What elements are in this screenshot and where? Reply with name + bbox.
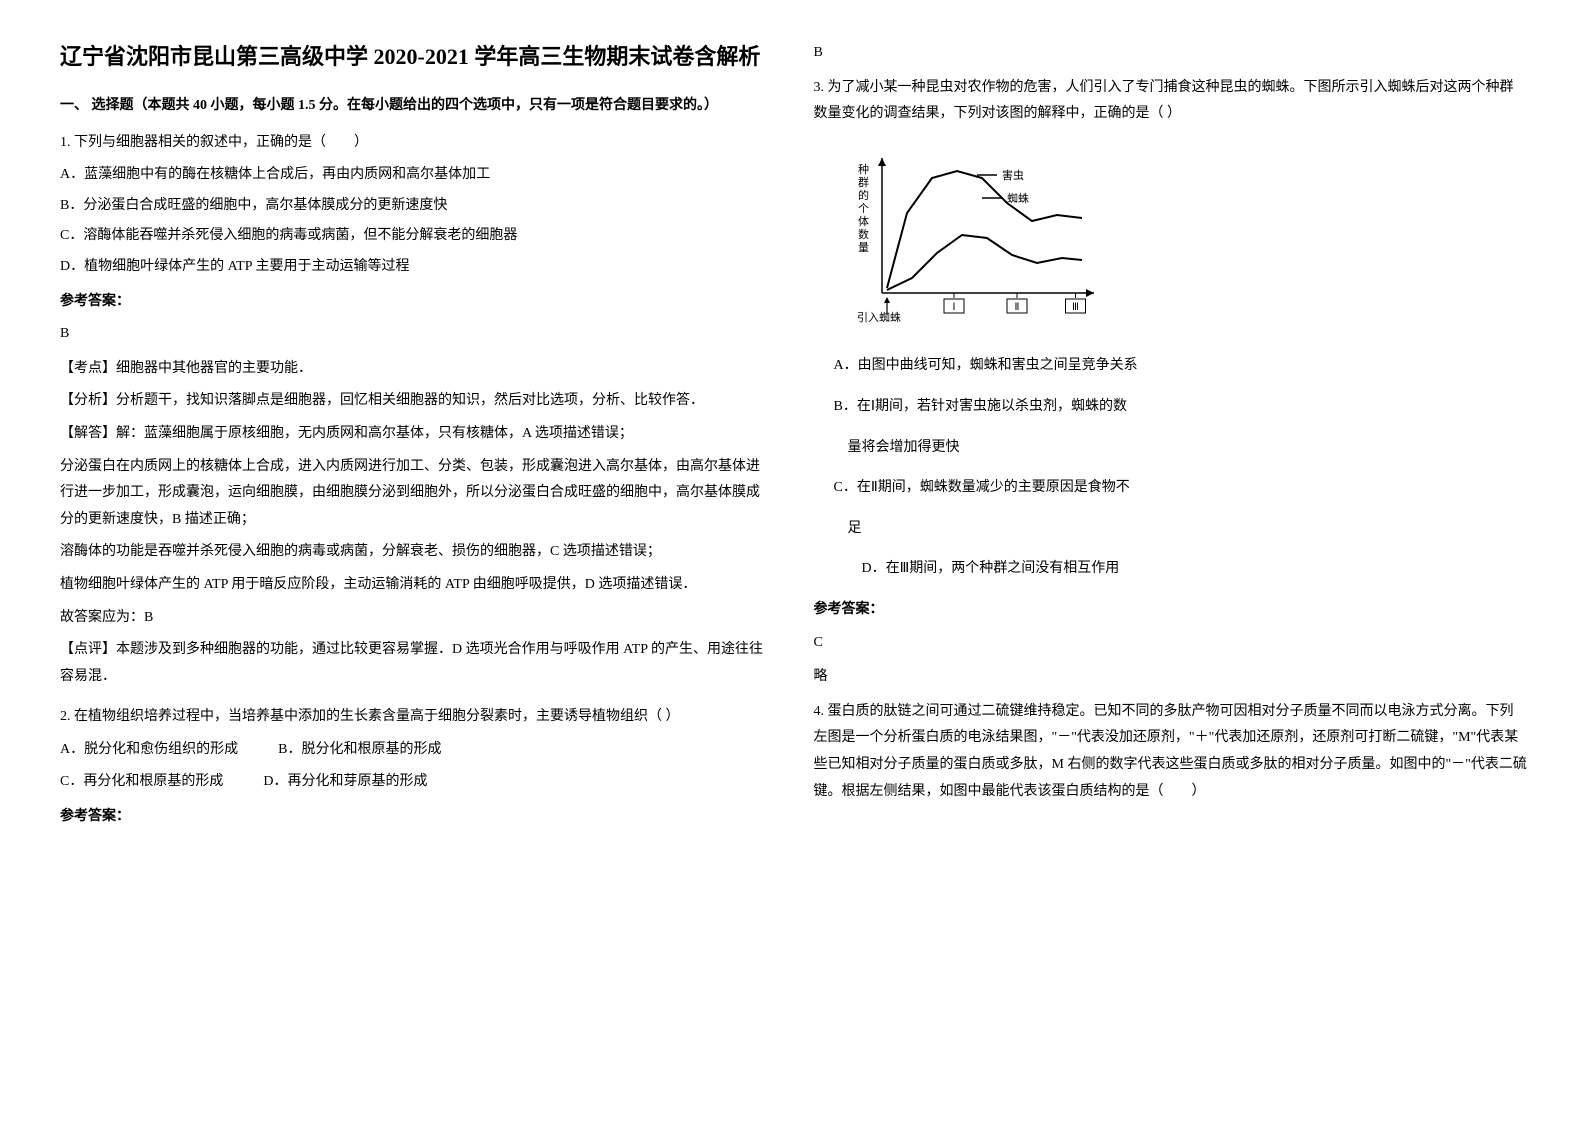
q1-analysis-5: 溶酶体的功能是吞噬并杀死侵入细胞的病毒或病菌，分解衰老、损伤的细胞器，C 选项描… xyxy=(60,539,774,566)
q1-option-a: A．蓝藻细胞中有的酶在核糖体上合成后，再由内质网和高尔基体加工 xyxy=(60,162,774,189)
q3-answer-label: 参考答案： xyxy=(814,597,1528,624)
q2-option-a: A．脱分化和愈伤组织的形成 xyxy=(60,737,238,764)
q2-options-row-1: A．脱分化和愈伤组织的形成 B．脱分化和根原基的形成 xyxy=(60,737,774,764)
q1-option-b: B．分泌蛋白合成旺盛的细胞中，高尔基体膜成分的更新速度快 xyxy=(60,193,774,220)
q3-option-b-cont: 量将会增加得更快 xyxy=(814,435,1528,462)
svg-text:Ⅲ: Ⅲ xyxy=(1072,302,1079,313)
svg-text:蜘蛛: 蜘蛛 xyxy=(1007,191,1029,205)
q3-chart: 种群的个体数量 害虫蜘蛛 Ⅰ Ⅱ Ⅲ 引入蜘蛛 xyxy=(844,143,1528,334)
q1-stem: 1. 下列与细胞器相关的叙述中，正确的是（ ） xyxy=(60,130,774,157)
q4-stem: 4. 蛋白质的肽链之间可通过二硫键维持稳定。已知不同的多肽产物可因相对分子质量不… xyxy=(814,699,1528,805)
svg-text:群: 群 xyxy=(858,175,869,189)
q1-analysis-3: 【解答】解：蓝藻细胞属于原核细胞，无内质网和高尔基体，只有核糖体，A 选项描述错… xyxy=(60,421,774,448)
svg-text:害虫: 害虫 xyxy=(1002,168,1024,182)
q1-analysis-6: 植物细胞叶绿体产生的 ATP 用于暗反应阶段，主动运输消耗的 ATP 由细胞呼吸… xyxy=(60,572,774,599)
q1-analysis-4: 分泌蛋白在内质网上的核糖体上合成，进入内质网进行加工、分类、包装，形成囊泡进入高… xyxy=(60,454,774,534)
section-1-header: 一、 选择题（本题共 40 小题，每小题 1.5 分。在每小题给出的四个选项中，… xyxy=(60,93,774,120)
svg-text:Ⅰ: Ⅰ xyxy=(952,302,955,313)
q2-option-b: B．脱分化和根原基的形成 xyxy=(278,737,441,764)
q2-answer: B xyxy=(814,40,1528,67)
q2-options-row-2: C．再分化和根原基的形成 D．再分化和芽原基的形成 xyxy=(60,769,774,796)
q2-answer-label: 参考答案： xyxy=(60,804,774,831)
q1-option-d: D．植物细胞叶绿体产生的 ATP 主要用于主动运输等过程 xyxy=(60,254,774,281)
q1-analysis-1: 【考点】细胞器中其他器官的主要功能． xyxy=(60,356,774,383)
q1-answer-label: 参考答案： xyxy=(60,289,774,316)
right-column: B 3. 为了减小某一种昆虫对农作物的危害，人们引入了专门捕食这种昆虫的蜘蛛。下… xyxy=(814,40,1528,837)
svg-text:引入蜘蛛: 引入蜘蛛 xyxy=(857,310,901,323)
q1-option-c: C．溶酶体能吞噬并杀死侵入细胞的病毒或病菌，但不能分解衰老的细胞器 xyxy=(60,223,774,250)
svg-text:体: 体 xyxy=(858,214,869,228)
svg-text:的: 的 xyxy=(858,188,869,202)
q1-answer: B xyxy=(60,321,774,348)
q2-stem: 2. 在植物组织培养过程中，当培养基中添加的生长素含量高于细胞分裂素时，主要诱导… xyxy=(60,704,774,731)
svg-text:数: 数 xyxy=(858,228,869,241)
q3-answer-note: 略 xyxy=(814,664,1528,691)
q3-option-b: B．在Ⅰ期间，若针对害虫施以杀虫剂，蜘蛛的数 xyxy=(814,394,1528,421)
population-chart-svg: 种群的个体数量 害虫蜘蛛 Ⅰ Ⅱ Ⅲ 引入蜘蛛 xyxy=(844,143,1104,323)
svg-text:个: 个 xyxy=(858,202,869,215)
q2-option-c: C．再分化和根原基的形成 xyxy=(60,769,223,796)
q3-answer: C xyxy=(814,630,1528,657)
q2-option-d: D．再分化和芽原基的形成 xyxy=(263,769,427,796)
q3-option-a: A．由图中曲线可知，蜘蛛和害虫之间呈竞争关系 xyxy=(814,353,1528,380)
svg-text:种: 种 xyxy=(858,162,869,176)
q3-stem: 3. 为了减小某一种昆虫对农作物的危害，人们引入了专门捕食这种昆虫的蜘蛛。下图所… xyxy=(814,75,1528,128)
q3-option-c-cont: 足 xyxy=(814,516,1528,543)
q3-option-c: C．在Ⅱ期间，蜘蛛数量减少的主要原因是食物不 xyxy=(814,475,1528,502)
exam-title: 辽宁省沈阳市昆山第三高级中学 2020-2021 学年高三生物期末试卷含解析 xyxy=(60,40,774,73)
svg-text:Ⅱ: Ⅱ xyxy=(1014,302,1019,313)
q1-analysis-7: 故答案应为：B xyxy=(60,605,774,632)
q3-option-d: D．在Ⅲ期间，两个种群之间没有相互作用 xyxy=(814,556,1528,583)
q1-analysis-2: 【分析】分析题干，找知识落脚点是细胞器，回忆相关细胞器的知识，然后对比选项，分析… xyxy=(60,388,774,415)
svg-text:量: 量 xyxy=(858,241,869,254)
left-column: 辽宁省沈阳市昆山第三高级中学 2020-2021 学年高三生物期末试卷含解析 一… xyxy=(60,40,774,837)
q1-analysis-8: 【点评】本题涉及到多种细胞器的功能，通过比较更容易掌握．D 选项光合作用与呼吸作… xyxy=(60,637,774,690)
